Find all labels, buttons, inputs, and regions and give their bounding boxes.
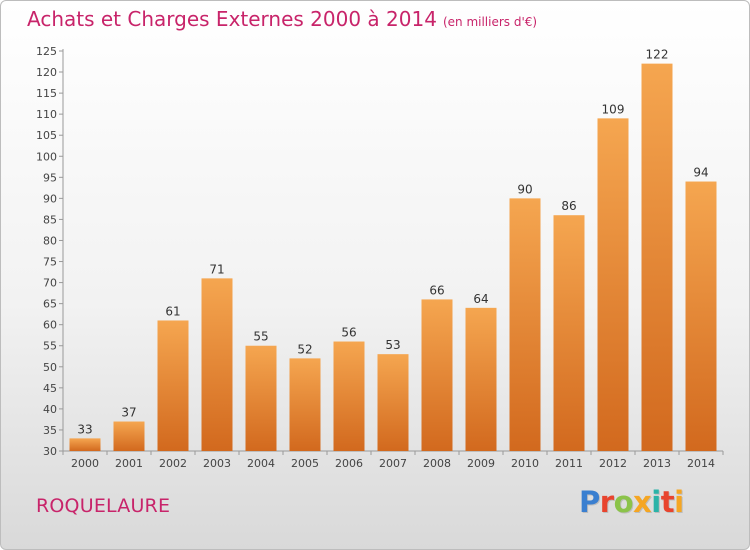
logo-letter: P [579,485,600,519]
x-tick-label-2006: 2006 [335,457,363,470]
y-tick-label: 90 [43,192,57,205]
data-label-2009: 64 [473,292,488,306]
y-tick-label: 120 [36,66,57,79]
bar-2006 [333,341,365,451]
bar-2004 [245,345,277,451]
bar-2005 [289,358,321,451]
data-label-2011: 86 [561,199,576,213]
x-tick-label-2007: 2007 [379,457,407,470]
data-labels: 33 37 61 71 55 52 56 53 66 64 90 86 109 122 94 [77,48,708,437]
data-label-2013: 122 [646,48,669,62]
data-label-2014: 94 [693,166,708,180]
logo-letter: x [633,485,652,519]
bar-2011 [553,215,585,451]
x-tick-label-2014: 2014 [687,457,715,470]
bar-2014 [685,181,717,452]
bars [69,63,717,452]
data-label-2012: 109 [602,102,625,116]
y-tick-label: 85 [43,213,57,226]
x-tick-label-2009: 2009 [467,457,495,470]
y-tick-label: 110 [36,108,57,121]
y-tick-label: 60 [43,319,57,332]
y-tick-label: 55 [43,340,57,353]
bar-2013 [641,63,673,451]
x-tick-label-2005: 2005 [291,457,319,470]
x-tick-label-2010: 2010 [511,457,539,470]
bar-2000 [69,438,101,451]
bar-2003 [201,278,233,451]
bar-2008 [421,299,453,451]
y-tick-label: 65 [43,298,57,311]
x-tick-label-2001: 2001 [115,457,143,470]
y-tick-label: 30 [43,445,57,458]
y-tick-label: 115 [36,87,57,100]
bar-2001 [113,421,145,451]
x-tick-label-2013: 2013 [643,457,671,470]
bar-2010 [509,198,541,451]
data-label-2008: 66 [429,283,444,297]
chart-title-text: Achats et Charges Externes 2000 à 2014 [27,7,437,31]
bar-2002 [157,320,189,451]
y-tick-label: 75 [43,256,57,269]
data-label-2003: 71 [209,262,224,276]
y-tick-label: 100 [36,150,57,163]
logo-letter: o [613,485,634,519]
data-label-2007: 53 [385,338,400,352]
y-tick-label: 45 [43,382,57,395]
x-tick-label-2008: 2008 [423,457,451,470]
chart-title: Achats et Charges Externes 2000 à 2014 (e… [27,7,537,31]
axes: 30 35 40 45 50 55 60 65 70 75 80 85 90 95 100 105 110 115… [36,45,724,470]
x-tick-label-2000: 2000 [71,457,99,470]
bar-2009 [465,307,497,451]
y-tick-label: 80 [43,234,57,247]
data-label-2004: 55 [253,330,268,344]
y-tick-label: 50 [43,361,57,374]
logo-letter: r [599,485,614,519]
data-label-2001: 37 [121,406,136,420]
logo-letter: t [660,485,675,519]
proxiti-logo[interactable]: Proxiti [579,485,684,519]
data-label-2002: 61 [165,304,180,318]
y-tick-label: 105 [36,129,57,142]
data-label-2005: 52 [297,342,312,356]
y-tick-label: 125 [36,45,57,58]
x-tick-label-2002: 2002 [159,457,187,470]
data-label-2000: 33 [77,422,92,436]
x-tick-label-2003: 2003 [203,457,231,470]
y-tick-label: 35 [43,424,57,437]
bar-2012 [597,118,629,452]
place-name: ROQUELAURE [36,495,171,517]
x-tick-label-2012: 2012 [599,457,627,470]
bar-2007 [377,354,409,451]
chart-subtitle: (en milliers d'€) [442,15,538,29]
y-tick-label: 40 [43,403,57,416]
logo-letter: i [674,485,684,519]
y-tick-label: 95 [43,171,57,184]
logo-letter: i [651,485,661,519]
x-tick-label-2004: 2004 [247,457,275,470]
data-label-2006: 56 [341,326,356,340]
x-tick-label-2011: 2011 [555,457,583,470]
y-tick-label: 70 [43,277,57,290]
data-label-2010: 90 [517,182,532,196]
